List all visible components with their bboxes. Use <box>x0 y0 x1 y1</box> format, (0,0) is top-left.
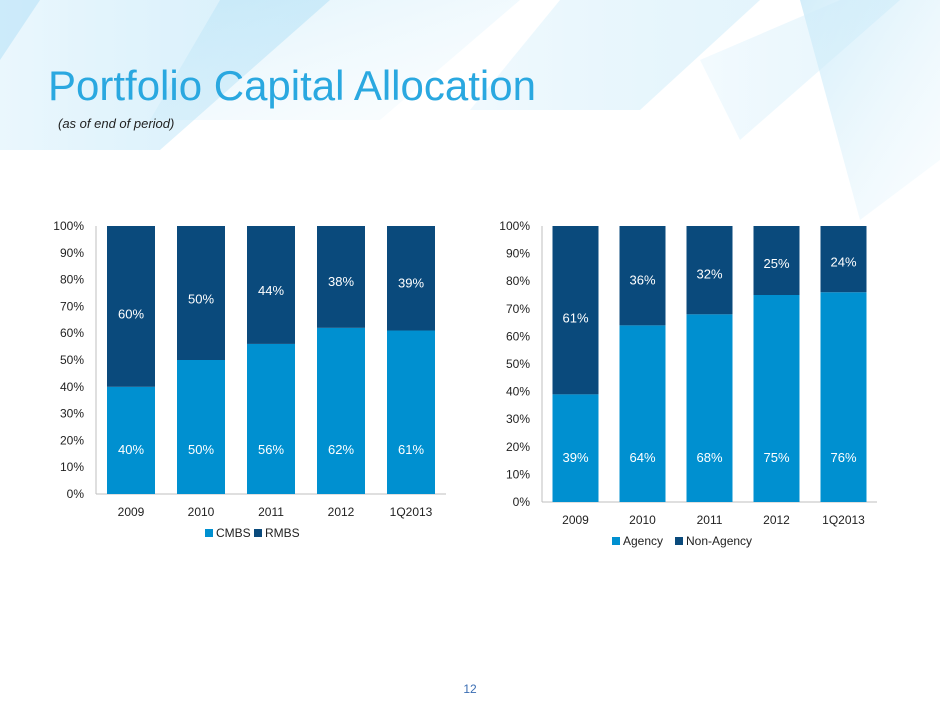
right-data-label: 39% <box>562 450 588 465</box>
left-data-label: 40% <box>118 442 144 457</box>
page-title: Portfolio Capital Allocation <box>48 62 536 109</box>
right-data-label: 36% <box>629 273 655 288</box>
left-y-tick-label: 20% <box>60 433 84 447</box>
right-y-tick-label: 30% <box>506 412 530 426</box>
left-legend-swatch <box>205 529 213 537</box>
right-bar-agency <box>753 295 800 502</box>
right-data-label: 25% <box>763 256 789 271</box>
right-legend-label: Agency <box>623 534 663 548</box>
left-x-tick-label: 1Q2013 <box>390 505 433 519</box>
right-bar-agency <box>619 325 666 502</box>
right-x-tick-label: 1Q2013 <box>822 513 865 527</box>
right-x-tick-label: 2012 <box>763 513 790 527</box>
left-bar-cmbs <box>387 330 435 494</box>
left-y-tick-label: 30% <box>60 407 84 421</box>
page-subtitle: (as of end of period) <box>58 116 175 131</box>
left-x-tick-label: 2010 <box>188 505 215 519</box>
left-y-tick-label: 40% <box>60 380 84 394</box>
left-x-tick-label: 2012 <box>328 505 355 519</box>
left-data-label: 50% <box>188 442 214 457</box>
right-data-label: 68% <box>696 450 722 465</box>
right-x-tick-label: 2011 <box>697 513 723 527</box>
right-y-tick-label: 100% <box>499 219 530 233</box>
right-bar-agency <box>552 394 599 502</box>
left-bar-rmbs <box>317 226 365 328</box>
right-y-tick-label: 90% <box>506 247 530 261</box>
right-data-label: 76% <box>830 450 856 465</box>
right-y-tick-label: 0% <box>513 495 531 509</box>
left-y-tick-label: 70% <box>60 299 84 313</box>
right-bar-non-agency <box>753 226 800 295</box>
left-data-label: 44% <box>258 283 284 298</box>
left-bar-rmbs <box>387 226 435 331</box>
right-y-tick-label: 50% <box>506 357 530 371</box>
left-legend-label: CMBS <box>216 526 251 540</box>
left-bar-rmbs <box>177 226 225 360</box>
right-legend-label: Non-Agency <box>686 534 752 548</box>
left-y-tick-label: 0% <box>67 487 85 501</box>
left-bar-cmbs <box>107 386 155 494</box>
right-data-label: 64% <box>629 450 655 465</box>
right-x-tick-label: 2009 <box>562 513 589 527</box>
right-data-label: 75% <box>763 450 789 465</box>
left-data-label: 38% <box>328 274 354 289</box>
right-data-label: 61% <box>562 311 588 326</box>
left-y-tick-label: 50% <box>60 353 84 367</box>
left-bar-rmbs <box>247 226 295 344</box>
left-y-tick-label: 100% <box>53 219 84 233</box>
right-bar-agency <box>820 292 867 502</box>
right-y-tick-label: 60% <box>506 329 530 343</box>
right-y-tick-label: 10% <box>506 467 530 481</box>
left-x-tick-label: 2009 <box>118 505 145 519</box>
left-data-label: 61% <box>398 442 424 457</box>
right-legend-swatch <box>612 537 620 545</box>
left-data-label: 62% <box>328 442 354 457</box>
right-data-label: 32% <box>696 267 722 282</box>
right-data-label: 24% <box>830 254 856 269</box>
right-x-tick-label: 2010 <box>629 513 656 527</box>
right-bar-agency <box>686 314 733 502</box>
right-y-tick-label: 80% <box>506 274 530 288</box>
right-y-tick-label: 70% <box>506 302 530 316</box>
right-y-tick-label: 40% <box>506 385 530 399</box>
left-data-label: 50% <box>188 292 214 307</box>
left-legend-swatch <box>254 529 262 537</box>
left-bar-cmbs <box>177 360 225 494</box>
right-y-tick-label: 20% <box>506 440 530 454</box>
left-y-tick-label: 10% <box>60 460 84 474</box>
left-x-tick-label: 2011 <box>258 505 284 519</box>
left-y-tick-label: 80% <box>60 273 84 287</box>
right-legend-swatch <box>675 537 683 545</box>
right-bar-non-agency <box>619 226 666 326</box>
left-bar-cmbs <box>317 327 365 494</box>
right-bar-non-agency <box>552 226 599 395</box>
left-legend-label: RMBS <box>265 526 300 540</box>
left-data-label: 56% <box>258 442 284 457</box>
page-number: 12 <box>463 682 477 696</box>
left-y-tick-label: 60% <box>60 326 84 340</box>
left-data-label: 39% <box>398 275 424 290</box>
right-bar-non-agency <box>820 226 867 293</box>
left-bar-cmbs <box>247 343 295 494</box>
left-bar-rmbs <box>107 226 155 387</box>
left-y-tick-label: 90% <box>60 246 84 260</box>
left-data-label: 60% <box>118 306 144 321</box>
right-bar-non-agency <box>686 226 733 315</box>
